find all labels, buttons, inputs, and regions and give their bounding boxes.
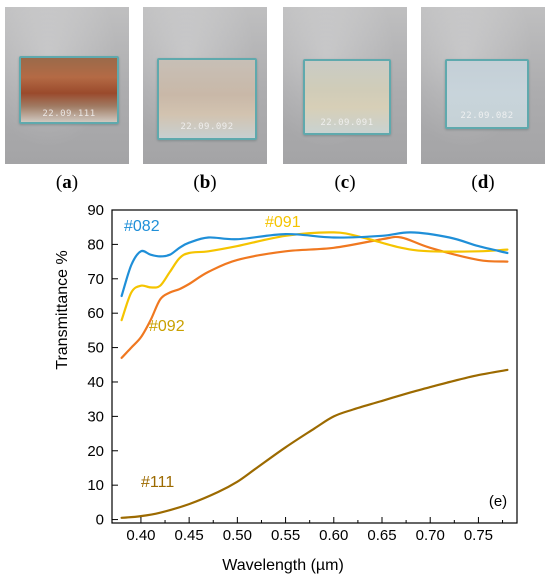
x-tick-label: 0.55 [271,527,300,544]
series-label-111: #111 [141,474,174,491]
photo-label-b: (b) [193,172,217,193]
photo-d: 22.09.082 [421,7,545,164]
photo-c: 22.09.091 [283,7,407,164]
photo-label-a: (a) [55,172,79,193]
y-tick-label: 0 [96,512,104,529]
sample-photos: 22.09.111 22.09.092 22.09.091 22.09.082 … [0,0,550,200]
x-tick-label: 0.75 [464,527,493,544]
plot-frame [111,209,518,524]
photo-label-d: (d) [471,172,495,193]
glass-sample-091: 22.09.091 [303,59,391,135]
x-tick-label: 0.45 [175,527,204,544]
y-tick-label: 70 [87,271,104,288]
sample-engraving: 22.09.111 [42,109,96,119]
series-line-091 [120,231,509,322]
photo-label-c: (c) [334,172,356,193]
glass-sample-092: 22.09.092 [157,58,257,140]
coating-film [305,61,389,133]
sample-engraving: 22.09.091 [320,118,374,128]
coating-film [159,60,255,138]
tick-layer: 0.40 0.45 0.50 0.55 0.60 0.65 0.70 0.75 0 10 20 30 4… [87,202,504,544]
series-line-111 [120,368,509,519]
series-label-082: #082 [124,218,160,235]
panel-label: (e) [489,493,507,510]
y-tick-label: 30 [87,408,104,425]
y-tick-label: 50 [87,340,104,357]
y-tick-label: 60 [87,305,104,322]
photo-b: 22.09.092 [143,7,267,164]
x-tick-label: 0.40 [126,527,155,544]
series-line-082 [120,231,509,298]
y-tick-label: 90 [87,202,104,219]
x-tick-label: 0.70 [416,527,445,544]
y-tick-label: 40 [87,374,104,391]
series-label-091: #091 [265,214,301,231]
y-tick-label: 80 [87,236,104,253]
glass-sample-082: 22.09.082 [445,59,529,129]
sample-engraving: 22.09.092 [180,122,234,132]
coating-film [447,61,527,127]
sample-engraving: 22.09.082 [460,111,514,121]
photo-a: 22.09.111 [5,7,129,164]
series-line-092 [120,235,509,359]
y-axis-title: Transmittance % [54,250,71,369]
x-tick-label: 0.50 [223,527,252,544]
series-label-layer: #082 #091 #092 #111 [124,214,301,491]
x-tick-label: 0.60 [319,527,348,544]
coating-film [21,58,117,122]
glass-sample-111: 22.09.111 [19,56,119,124]
series-label-092: #092 [149,318,185,335]
series-layer [120,231,509,519]
x-tick-label: 0.65 [367,527,396,544]
y-tick-label: 10 [87,477,104,494]
y-tick-label: 20 [87,443,104,460]
x-axis-title: Wavelength (µm) [222,557,344,574]
